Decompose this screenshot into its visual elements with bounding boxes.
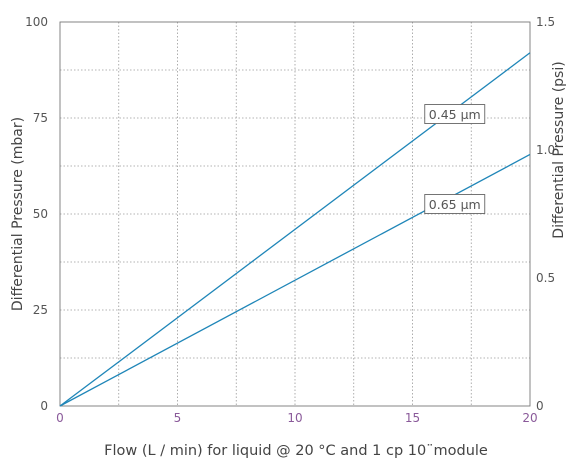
tick-labels: 0 25 50 75 100 0 0.5 1.0 1.5 0 5 10 15 20 bbox=[25, 15, 555, 425]
y-tick-label: 0 bbox=[40, 399, 48, 413]
annotations: 0.45 µm 0.65 µm bbox=[424, 104, 486, 214]
x-axis-title: Flow (L / min) for liquid @ 20 °C and 1 … bbox=[104, 443, 488, 459]
x-tick-label: 20 bbox=[522, 411, 537, 425]
x-tick-label: 0 bbox=[56, 411, 64, 425]
y2-tick-label: 1.0 bbox=[536, 143, 555, 157]
x-tick-label: 15 bbox=[405, 411, 420, 425]
y-tick-label: 25 bbox=[33, 303, 48, 317]
annotation-label: 0.45 µm bbox=[429, 107, 481, 122]
y-axis-title: Differential Pressure (mbar) bbox=[10, 117, 26, 311]
grid-lines bbox=[60, 22, 530, 406]
y-tick-label: 75 bbox=[33, 111, 48, 125]
y-tick-label: 100 bbox=[25, 15, 48, 29]
y2-tick-label: 0.5 bbox=[536, 271, 555, 285]
y2-tick-label: 1.5 bbox=[536, 15, 555, 29]
x-tick-label: 5 bbox=[174, 411, 182, 425]
plot-frame bbox=[59, 21, 531, 407]
annotation-box bbox=[424, 104, 486, 124]
annotation-label: 0.65 µm bbox=[429, 197, 481, 212]
annotation-box bbox=[424, 194, 486, 214]
y2-axis-title: Differential Pressure (psi) bbox=[551, 61, 567, 238]
series-annotation: 0.65 µm bbox=[424, 194, 486, 214]
y-tick-label: 50 bbox=[33, 207, 48, 221]
x-tick-label: 10 bbox=[287, 411, 302, 425]
series-line bbox=[59, 153, 531, 407]
y2-tick-label: 0 bbox=[536, 399, 544, 413]
series-annotation: 0.45 µm bbox=[424, 104, 486, 124]
